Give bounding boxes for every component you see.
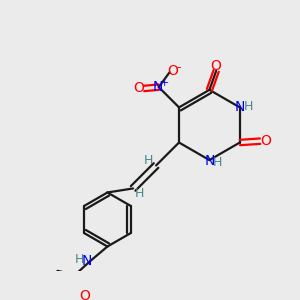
Text: H: H <box>144 154 153 167</box>
Text: N: N <box>82 254 92 268</box>
Text: H: H <box>243 100 253 112</box>
Text: O: O <box>260 134 271 148</box>
Text: O: O <box>211 58 222 73</box>
Text: N: N <box>152 80 163 94</box>
Text: H: H <box>213 156 222 169</box>
Text: H: H <box>135 187 145 200</box>
Text: +: + <box>160 78 169 88</box>
Text: N: N <box>235 100 245 114</box>
Text: -: - <box>176 61 181 74</box>
Text: O: O <box>134 82 145 95</box>
Text: H: H <box>74 253 84 266</box>
Text: O: O <box>79 289 90 300</box>
Text: O: O <box>167 64 178 78</box>
Text: N: N <box>204 154 214 168</box>
